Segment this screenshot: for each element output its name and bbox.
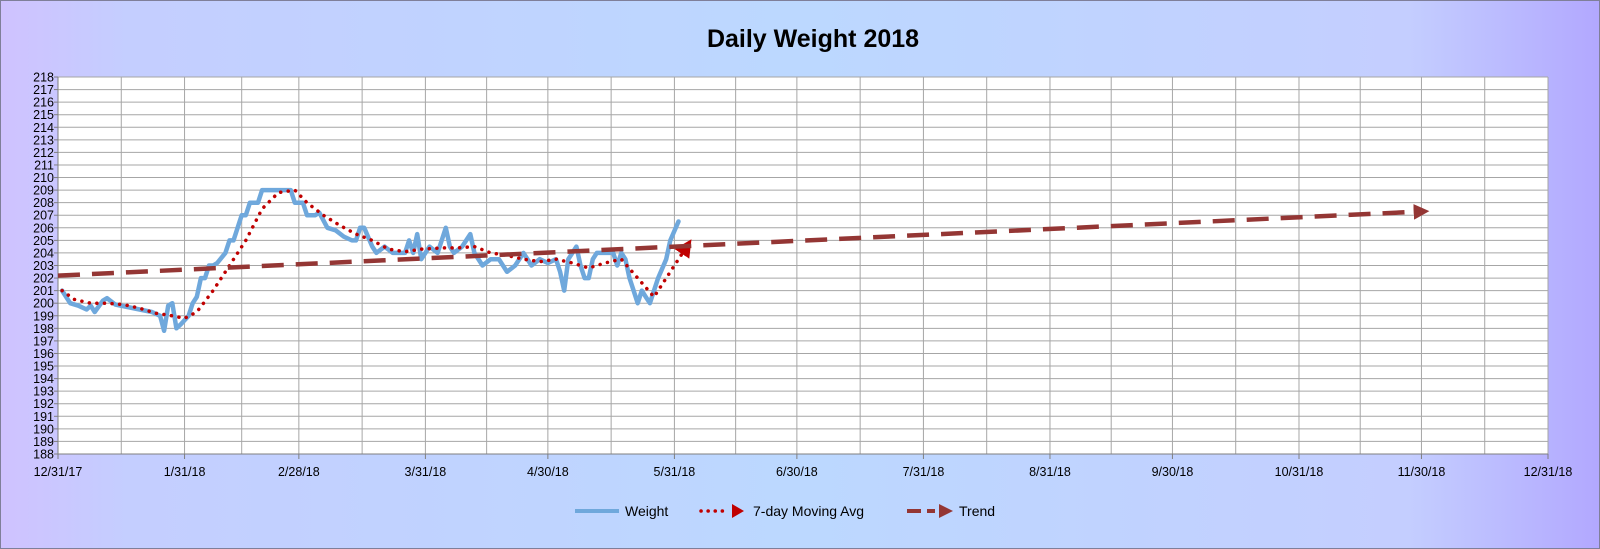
y-tick-label: 209 bbox=[33, 184, 54, 198]
y-tick-label: 196 bbox=[33, 347, 54, 361]
y-tick-label: 204 bbox=[33, 246, 54, 260]
y-tick-label: 206 bbox=[33, 221, 54, 235]
y-tick-label: 210 bbox=[33, 171, 54, 185]
chart-title: Daily Weight 2018 bbox=[707, 25, 919, 53]
series-line-weight bbox=[59, 187, 681, 334]
x-tick-label: 10/31/18 bbox=[1275, 465, 1324, 479]
y-tick-label: 205 bbox=[33, 234, 54, 248]
y-tick-label: 190 bbox=[33, 422, 54, 436]
y-tick-label: 217 bbox=[33, 83, 54, 97]
series-line-trend bbox=[57, 204, 1430, 278]
y-tick-label: 203 bbox=[33, 259, 54, 273]
legend-arrow-trend bbox=[939, 504, 953, 518]
series-layer bbox=[57, 187, 1430, 334]
x-tick-label: 9/30/18 bbox=[1152, 465, 1194, 479]
y-tick-label: 195 bbox=[33, 360, 54, 374]
y-tick-label: 214 bbox=[33, 121, 54, 135]
x-tick-label: 12/31/18 bbox=[1524, 465, 1573, 479]
legend-label-weight: Weight bbox=[625, 503, 668, 519]
series-line-7-day-moving-avg bbox=[60, 188, 692, 321]
legend-label-trend: Trend bbox=[959, 503, 995, 519]
y-tick-label: 208 bbox=[33, 196, 54, 210]
x-tick-label: 7/31/18 bbox=[903, 465, 945, 479]
legend-label-moving-avg: 7-day Moving Avg bbox=[753, 503, 864, 519]
y-tick-label: 202 bbox=[33, 272, 54, 286]
y-tick-label: 194 bbox=[33, 372, 54, 386]
legend-arrow-moving-avg bbox=[732, 504, 744, 518]
legend: Weight 7-day Moving Avg Trend bbox=[575, 503, 995, 519]
y-axis-tick-labels: 1881891901911921931941951961971981992002… bbox=[33, 71, 54, 462]
x-tick-label: 3/31/18 bbox=[405, 465, 447, 479]
y-tick-label: 193 bbox=[33, 385, 54, 399]
y-tick-label: 201 bbox=[33, 284, 54, 298]
y-tick-label: 213 bbox=[33, 133, 54, 147]
x-tick-label: 8/31/18 bbox=[1029, 465, 1071, 479]
y-tick-label: 188 bbox=[33, 448, 54, 462]
y-tick-label: 200 bbox=[33, 297, 54, 311]
y-tick-label: 197 bbox=[33, 334, 54, 348]
x-tick-label: 5/31/18 bbox=[654, 465, 696, 479]
legend-item-trend: Trend bbox=[907, 503, 995, 519]
y-tick-label: 198 bbox=[33, 322, 54, 336]
vertical-gridlines bbox=[57, 77, 1549, 454]
horizontal-gridlines bbox=[54, 76, 1548, 455]
y-tick-label: 215 bbox=[33, 108, 54, 122]
y-tick-label: 189 bbox=[33, 435, 54, 449]
y-tick-label: 207 bbox=[33, 209, 54, 223]
x-tick-label: 1/31/18 bbox=[164, 465, 206, 479]
x-tick-label: 4/30/18 bbox=[527, 465, 569, 479]
x-tick-label: 12/31/17 bbox=[34, 465, 83, 479]
y-tick-label: 199 bbox=[33, 309, 54, 323]
x-tick-label: 11/30/18 bbox=[1398, 465, 1446, 479]
y-tick-label: 212 bbox=[33, 146, 54, 160]
axes bbox=[57, 77, 1548, 455]
x-axis-tick-labels: 12/31/17 1/31/18 2/28/18 3/31/18 4/30/18 5/31… bbox=[34, 454, 1573, 479]
y-tick-label: 191 bbox=[33, 410, 54, 424]
x-tick-label: 6/30/18 bbox=[776, 465, 818, 479]
y-tick-label: 192 bbox=[33, 397, 54, 411]
x-tick-label: 2/28/18 bbox=[278, 465, 320, 479]
legend-item-moving-avg: 7-day Moving Avg bbox=[699, 503, 864, 519]
y-tick-label: 211 bbox=[34, 158, 54, 172]
y-tick-label: 216 bbox=[33, 96, 54, 110]
y-tick-label: 218 bbox=[33, 71, 54, 85]
legend-item-weight: Weight bbox=[575, 503, 668, 519]
